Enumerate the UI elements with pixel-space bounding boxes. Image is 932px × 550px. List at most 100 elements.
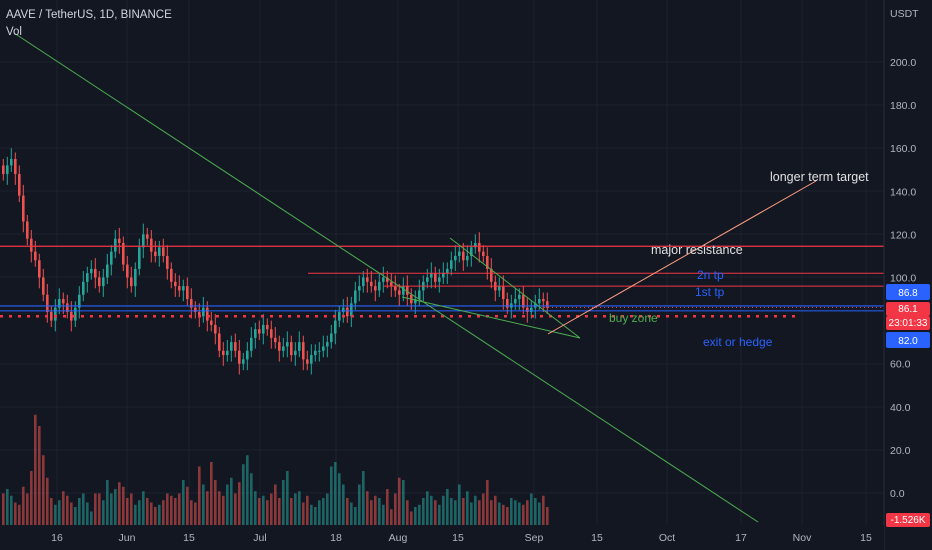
- volume-bar: [62, 491, 65, 525]
- candle-body: [94, 268, 97, 278]
- volume-bar: [186, 486, 189, 525]
- candle-body: [10, 158, 13, 166]
- candle-body: [158, 247, 161, 256]
- candle-body: [186, 286, 189, 300]
- volume-bar: [370, 500, 373, 525]
- volume-bar: [490, 500, 493, 525]
- volume-bar: [346, 498, 349, 525]
- y-tick-label: 100.0: [890, 273, 916, 285]
- candle-body: [378, 281, 381, 291]
- candle-body: [210, 320, 213, 325]
- candle-body: [206, 307, 209, 321]
- volume-bar: [226, 484, 229, 525]
- volume-bar: [350, 502, 353, 525]
- candle-body: [34, 251, 37, 261]
- x-tick-label: Jul: [253, 532, 266, 544]
- candle-body: [454, 255, 457, 261]
- volume-bar: [526, 500, 529, 525]
- candle-body: [130, 277, 133, 287]
- candle-body: [442, 273, 445, 278]
- x-tick-label: 17: [735, 532, 747, 544]
- candle-body: [250, 337, 253, 351]
- volume-bar: [354, 507, 357, 525]
- volume-bar: [530, 493, 533, 525]
- candle-body: [386, 277, 389, 282]
- volume-bar: [150, 502, 153, 525]
- candle-body: [118, 238, 121, 244]
- y-tick-label: 120.0: [890, 229, 916, 241]
- volume-bar: [470, 502, 473, 525]
- candle-body: [322, 346, 325, 351]
- candle-body: [338, 311, 341, 321]
- volume-bar: [126, 498, 129, 525]
- volume-bar: [178, 493, 181, 525]
- candle-body: [222, 350, 225, 356]
- volume-bar: [270, 493, 273, 525]
- volume-bar: [102, 500, 105, 525]
- volume-bar: [194, 502, 197, 525]
- candle-body: [278, 342, 281, 351]
- candle-body: [114, 238, 117, 252]
- volume-bar: [510, 498, 513, 525]
- candle-body: [166, 255, 169, 269]
- volume-bar: [326, 493, 329, 525]
- candle-body: [70, 311, 73, 321]
- major-resistance-label: major resistance: [651, 243, 743, 257]
- candle-body: [234, 342, 237, 351]
- volume-bar: [122, 486, 125, 525]
- candle-body: [110, 251, 113, 265]
- target-projection-line: [547, 180, 817, 335]
- candle-body: [458, 251, 461, 256]
- wedge-upper-line: [449, 237, 581, 339]
- volume-bar: [394, 493, 397, 525]
- candle-body: [426, 277, 429, 282]
- candle-body: [138, 247, 141, 269]
- price-tag-label: 86.1: [898, 304, 918, 315]
- volume-bar: [278, 498, 281, 525]
- volume-bar: [454, 500, 457, 525]
- candle-body: [202, 307, 205, 317]
- candle-body: [310, 355, 313, 364]
- volume-bar: [202, 484, 205, 525]
- volume-bar: [138, 500, 141, 525]
- volume-bar: [474, 495, 477, 525]
- volume-bar: [46, 477, 49, 525]
- candle-body: [526, 307, 529, 312]
- volume-bar: [86, 502, 89, 525]
- volume-bar: [274, 484, 277, 525]
- volume-bar: [182, 480, 185, 525]
- volume-bar: [142, 491, 145, 525]
- candle-body: [354, 290, 357, 304]
- volume-bar: [450, 498, 453, 525]
- volume-bar: [54, 504, 57, 525]
- candle-body: [434, 273, 437, 282]
- price-tag: [886, 302, 930, 316]
- candle-body: [142, 234, 145, 248]
- candle-body: [402, 286, 405, 295]
- candle-body: [394, 286, 397, 291]
- candle-body: [102, 277, 105, 287]
- candle-body: [246, 350, 249, 360]
- time-axis: [0, 525, 884, 550]
- candle-body: [2, 165, 5, 175]
- candle-body: [418, 290, 421, 300]
- candle-body: [542, 299, 545, 302]
- volume-bar: [234, 493, 237, 525]
- candle-body: [390, 281, 393, 287]
- volume-bar: [2, 493, 5, 525]
- volume-bar: [22, 486, 25, 525]
- volume-bar: [426, 491, 429, 525]
- x-tick-label: 15: [183, 532, 195, 544]
- candle-body: [86, 273, 89, 282]
- candle-body: [6, 165, 9, 175]
- candle-body: [54, 307, 57, 321]
- candle-body: [334, 320, 337, 334]
- volume-bar: [70, 502, 73, 525]
- candle-body: [198, 311, 201, 317]
- x-tick-label: 18: [330, 532, 342, 544]
- volume-bar: [258, 498, 261, 525]
- volume-bar: [414, 507, 417, 525]
- long-downtrend-line: [13, 32, 759, 523]
